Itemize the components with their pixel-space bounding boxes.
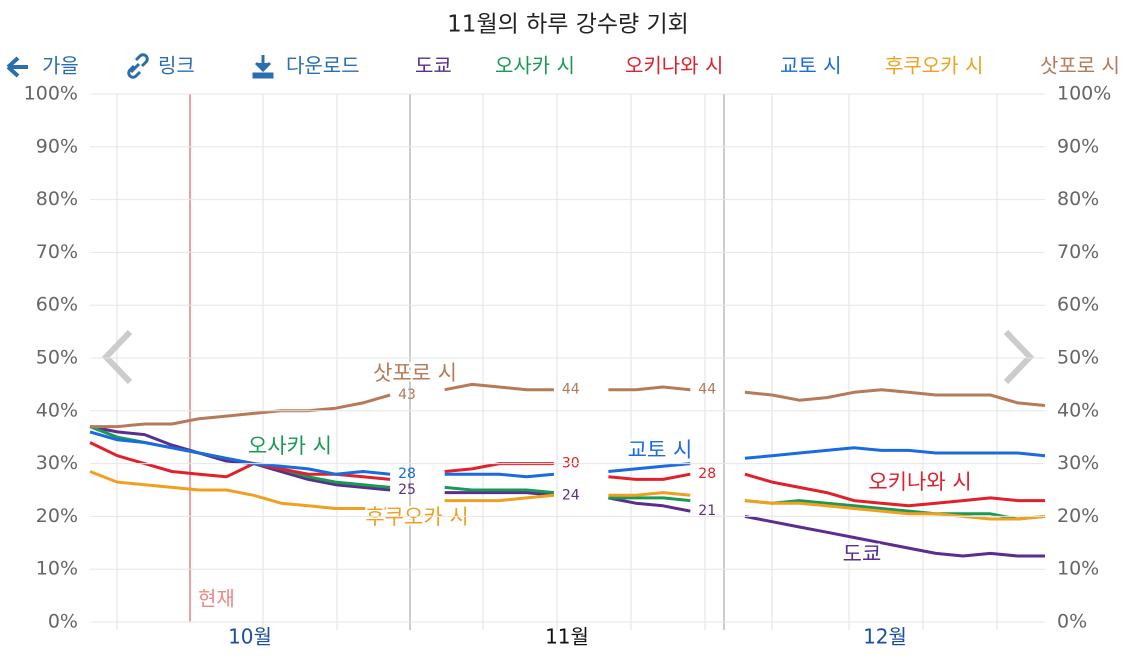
- data-label: 28: [698, 466, 716, 482]
- series-annotation: 오사카 시: [248, 434, 332, 458]
- vertical-grid: [116, 94, 998, 630]
- legend-entry[interactable]: 도쿄: [415, 54, 452, 78]
- y-tick-label-right: 20%: [1057, 505, 1099, 527]
- y-tick-label-right: 10%: [1057, 558, 1099, 580]
- prev-arrow[interactable]: [101, 329, 133, 385]
- legend-entry[interactable]: 오사카 시: [495, 54, 575, 78]
- y-tick-label: 70%: [36, 241, 78, 263]
- data-label: 44: [562, 382, 580, 398]
- y-tick-label: 80%: [36, 188, 78, 210]
- legend-entry[interactable]: 오키나와 시: [625, 54, 723, 78]
- data-label: 24: [562, 487, 580, 503]
- current-label: 현재: [198, 587, 235, 611]
- y-tick-label: 50%: [36, 347, 78, 369]
- y-tick-label-right: 30%: [1057, 452, 1099, 474]
- y-tick-label-right: 0%: [1057, 611, 1087, 633]
- series-annotation: 후쿠오카 시: [365, 505, 468, 529]
- next-arrow[interactable]: [1003, 329, 1035, 385]
- series-line: [90, 382, 1046, 429]
- x-month-label: 12월: [863, 625, 907, 649]
- legend-entry[interactable]: 교토 시: [780, 54, 842, 78]
- data-label: 25: [398, 482, 416, 498]
- download-label: 다운로드: [286, 54, 360, 78]
- series-line: [89, 430, 1046, 479]
- y-tick-label: 0%: [48, 611, 78, 633]
- y-tick-label-right: 60%: [1057, 294, 1099, 316]
- y-tick-label-right: 90%: [1057, 135, 1099, 157]
- link-icon: [127, 53, 149, 79]
- y-tick-label-right: 100%: [1057, 83, 1111, 105]
- x-month-label: 10월: [228, 625, 272, 649]
- y-tick-label: 30%: [36, 452, 78, 474]
- data-label: 21: [698, 503, 716, 519]
- series-annotation: 교토 시: [628, 438, 693, 462]
- y-tick-label-right: 40%: [1057, 399, 1099, 421]
- data-label: 43: [398, 387, 416, 403]
- back-icon: [6, 56, 28, 78]
- legend-entry[interactable]: 후쿠오카 시: [885, 54, 983, 78]
- data-label: 28: [398, 466, 416, 482]
- nav-download[interactable]: 다운로드: [252, 54, 360, 79]
- y-tick-label-right: 70%: [1057, 241, 1099, 263]
- y-tick-label: 90%: [36, 135, 78, 157]
- download-icon: [252, 55, 274, 79]
- y-tick-label-right: 50%: [1057, 347, 1099, 369]
- series-annotation: 오키나와 시: [868, 470, 971, 494]
- x-month-label: 11월: [545, 625, 589, 649]
- series-annotation: 삿포로 시: [373, 361, 457, 385]
- series-annotation: 도쿄: [843, 542, 882, 566]
- chart-title: 11월의 하루 강수량 기회: [447, 12, 689, 38]
- y-tick-label: 100%: [24, 83, 78, 105]
- data-label: 44: [698, 382, 716, 398]
- link-label: 링크: [158, 54, 195, 78]
- back-label: 가을: [42, 54, 79, 78]
- nav-link[interactable]: 링크: [127, 53, 195, 79]
- y-tick-label: 40%: [36, 399, 78, 421]
- y-tick-label: 60%: [36, 294, 78, 316]
- y-tick-label-right: 80%: [1057, 188, 1099, 210]
- series-line: [89, 470, 1046, 521]
- legend-entry[interactable]: 삿포로 시: [1040, 54, 1120, 78]
- nav-back[interactable]: 가을: [6, 54, 79, 78]
- y-tick-label: 10%: [36, 558, 78, 580]
- y-tick-label: 20%: [36, 505, 78, 527]
